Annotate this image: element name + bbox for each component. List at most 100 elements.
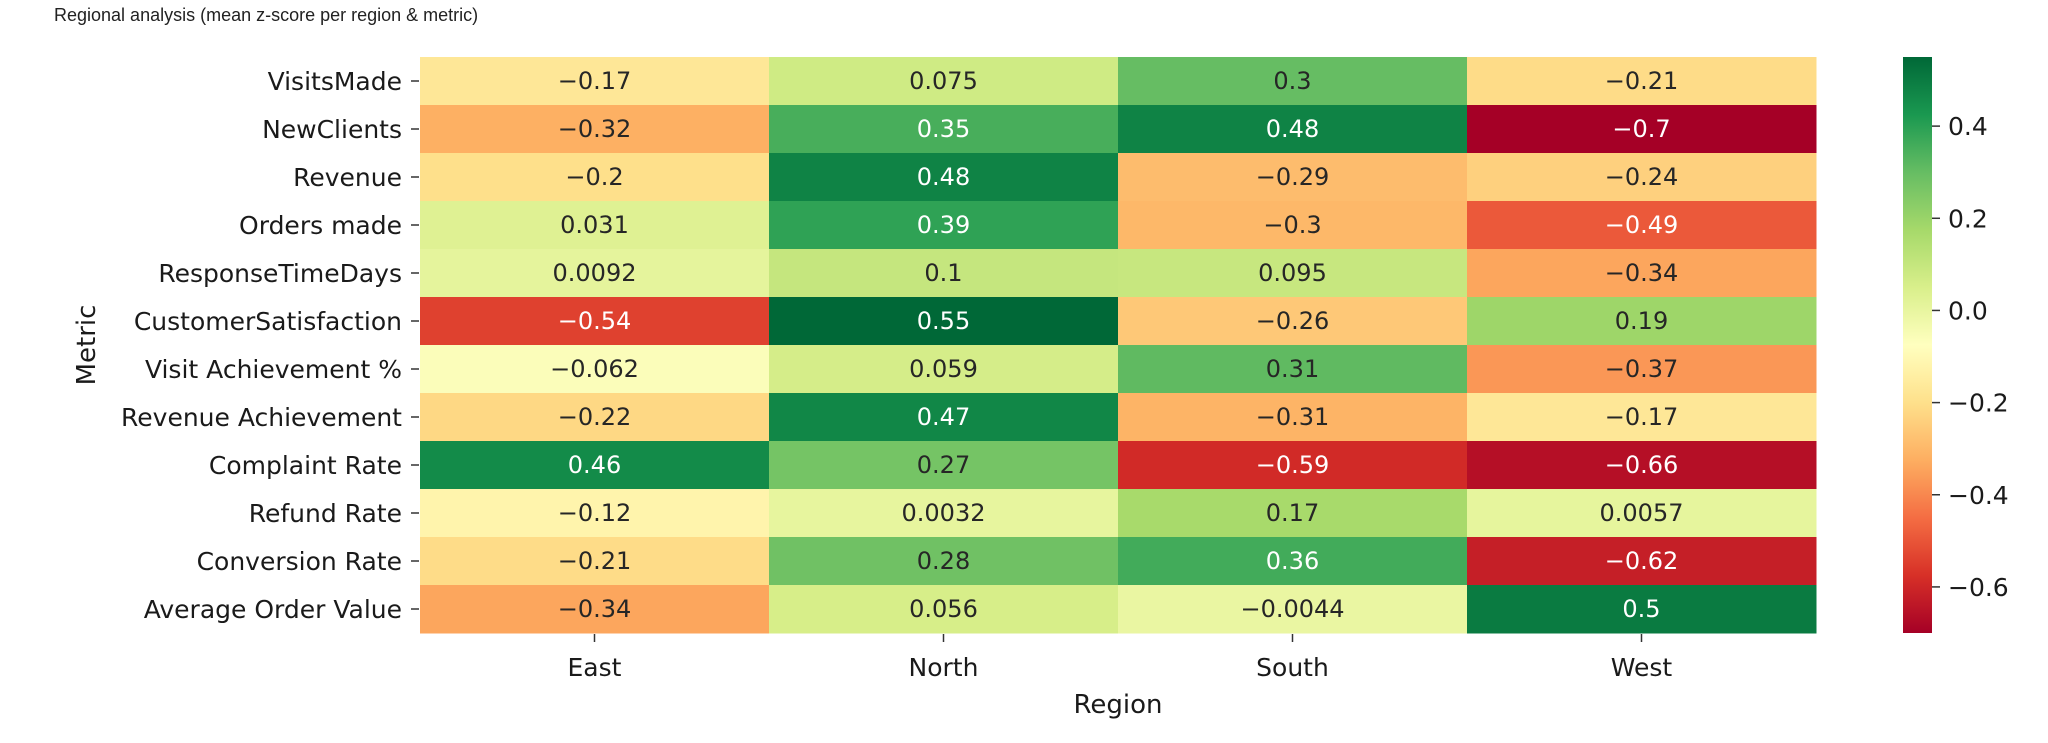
colorbar-tick-label: 0.0 (1948, 296, 1988, 325)
heatmap-cell (1118, 489, 1468, 538)
cell-value-label: −0.17 (1605, 403, 1679, 431)
y-tick-label: VisitsMade (268, 67, 402, 96)
heatmap-cell (1118, 537, 1468, 586)
heatmap-cell (1118, 297, 1468, 346)
cell-value-label: −0.32 (558, 115, 632, 143)
cell-value-label: 0.55 (917, 307, 970, 335)
heatmap-cell (769, 537, 1119, 586)
heatmap-cell (769, 249, 1119, 298)
cell-value-label: −0.34 (1605, 259, 1679, 287)
cell-value-label: 0.28 (917, 547, 970, 575)
heatmap-cell (1467, 537, 1817, 586)
cell-value-label: −0.54 (558, 307, 632, 335)
cell-value-label: −0.17 (558, 67, 632, 95)
colorbar (1903, 57, 1932, 633)
heatmap-cell (769, 345, 1119, 394)
cell-value-label: 0.39 (917, 211, 970, 239)
y-tick-label: Conversion Rate (197, 547, 402, 576)
heatmap-cell (420, 585, 770, 634)
heatmap-cell (1118, 249, 1468, 298)
heatmap-cell (1467, 489, 1817, 538)
heatmap-cells (420, 57, 1817, 634)
heatmap-cell (1118, 105, 1468, 154)
x-tick-label: North (909, 653, 979, 682)
cell-value-label: −0.7 (1612, 115, 1670, 143)
heatmap-cell (1467, 105, 1817, 154)
heatmap-cell (1467, 393, 1817, 442)
cell-value-label: 0.17 (1266, 499, 1319, 527)
heatmap-cell (1467, 153, 1817, 202)
cell-value-label: −0.37 (1605, 355, 1679, 383)
cell-value-label: −0.62 (1605, 547, 1679, 575)
cell-value-label: −0.66 (1605, 451, 1679, 479)
cell-value-label: −0.49 (1605, 211, 1679, 239)
cell-value-label: 0.0092 (553, 259, 637, 287)
cell-value-label: −0.062 (550, 355, 639, 383)
cell-value-label: 0.3 (1273, 67, 1311, 95)
colorbar-tick-label: −0.6 (1948, 573, 2009, 602)
heatmap-cell (420, 297, 770, 346)
heatmap-cell (1467, 345, 1817, 394)
heatmap-cell (420, 489, 770, 538)
heatmap-cell-labels: −0.17 0.075 0.3 −0.21 −0.32 0.35 0.48 −0.7 −0.2 0… (550, 67, 1683, 623)
heatmap-cell (1118, 153, 1468, 202)
y-tick-label: CustomerSatisfaction (134, 307, 402, 336)
y-axis-ticks: VisitsMade NewClients Revenue Orders made Re… (121, 67, 419, 624)
cell-value-label: 0.075 (909, 67, 978, 95)
colorbar-tick-label: 0.2 (1948, 204, 1988, 233)
cell-value-label: −0.59 (1256, 451, 1330, 479)
heatmap-cell (769, 201, 1119, 250)
heatmap-cell (1118, 201, 1468, 250)
x-axis-label: Region (1073, 690, 1162, 720)
cell-value-label: −0.29 (1256, 163, 1330, 191)
y-axis-label: Metric (72, 305, 102, 386)
cell-value-label: 0.5 (1622, 595, 1660, 623)
cell-value-label: 0.1 (924, 259, 962, 287)
heatmap-cell (1467, 441, 1817, 490)
cell-value-label: −0.3 (1263, 211, 1321, 239)
cell-value-label: 0.19 (1615, 307, 1668, 335)
y-tick-label: NewClients (262, 115, 402, 144)
x-tick-label: East (568, 653, 622, 682)
cell-value-label: 0.0032 (902, 499, 986, 527)
x-axis-ticks: East North South West (568, 634, 1673, 682)
heatmap-cell (1467, 201, 1817, 250)
cell-value-label: −0.22 (558, 403, 632, 431)
heatmap-cell (769, 57, 1119, 106)
cell-value-label: 0.0057 (1600, 499, 1684, 527)
heatmap-cell (1118, 393, 1468, 442)
heatmap-cell (420, 441, 770, 490)
cell-value-label: −0.12 (558, 499, 632, 527)
cell-value-label: 0.031 (560, 211, 629, 239)
cell-value-label: −0.0044 (1240, 595, 1344, 623)
y-tick-label: Orders made (239, 211, 402, 240)
heatmap-cell (769, 297, 1119, 346)
heatmap-cell (769, 585, 1119, 634)
heatmap-cell (1467, 585, 1817, 634)
cell-value-label: −0.34 (558, 595, 632, 623)
colorbar-tick-label: 0.4 (1948, 112, 1988, 141)
x-tick-label: West (1611, 653, 1673, 682)
cell-value-label: 0.47 (917, 403, 970, 431)
cell-value-label: −0.21 (558, 547, 632, 575)
heatmap-cell (420, 105, 770, 154)
y-tick-label: Complaint Rate (209, 451, 402, 480)
heatmap-cell (420, 393, 770, 442)
heatmap-cell (1467, 57, 1817, 106)
heatmap-cell (420, 201, 770, 250)
x-tick-label: South (1256, 653, 1329, 682)
cell-value-label: 0.36 (1266, 547, 1319, 575)
colorbar-tick-label: −0.4 (1948, 481, 2009, 510)
cell-value-label: 0.095 (1258, 259, 1327, 287)
cell-value-label: 0.27 (917, 451, 970, 479)
heatmap-cell (769, 153, 1119, 202)
heatmap-cell (420, 57, 770, 106)
page-title: Regional analysis (mean z-score per regi… (54, 5, 479, 25)
y-tick-label: Revenue Achievement (121, 403, 402, 432)
y-tick-label: ResponseTimeDays (158, 259, 402, 288)
cell-value-label: −0.2 (565, 163, 623, 191)
heatmap-cell (1118, 441, 1468, 490)
colorbar-ticks: 0.4 0.2 0.0 −0.2 −0.4 −0.6 (1932, 112, 2009, 602)
cell-value-label: 0.48 (917, 163, 970, 191)
